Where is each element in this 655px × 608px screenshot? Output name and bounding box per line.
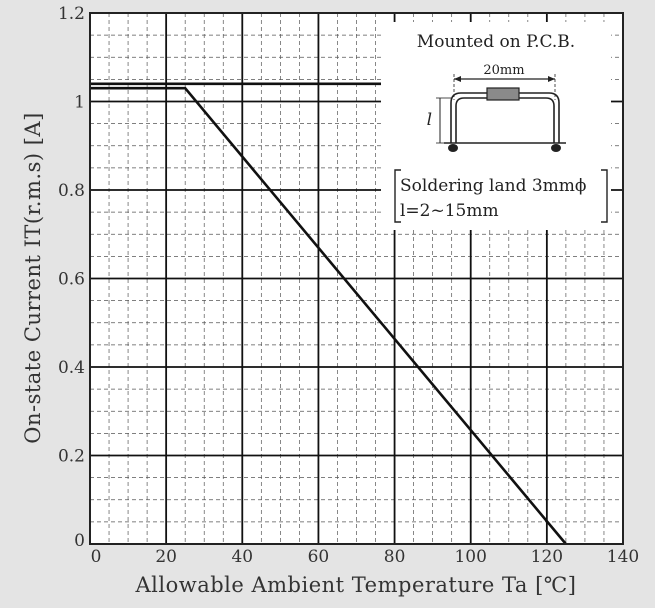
bracket-right xyxy=(601,169,608,223)
dimension-label: 20mm xyxy=(483,63,524,78)
y-tick-label: 0.6 xyxy=(58,270,85,290)
y-tick-label: 0.8 xyxy=(58,181,85,201)
component-illustration xyxy=(436,74,566,144)
x-tick-label: 20 xyxy=(155,547,177,567)
x-tick-label: 40 xyxy=(231,547,253,567)
inset-annotation: Mounted on P.C.B. 20mm l Soldering land … xyxy=(381,22,611,230)
inset-box xyxy=(381,22,611,230)
solder-land-left xyxy=(448,144,458,152)
length-symbol: l xyxy=(427,110,432,130)
inset-mounted-label: Mounted on P.C.B. xyxy=(417,32,575,52)
x-tick-label: 60 xyxy=(308,547,330,567)
y-tick-label: 1 xyxy=(74,93,85,113)
y-tick-label: 0.2 xyxy=(58,447,85,467)
x-tick-label: 100 xyxy=(454,547,486,567)
x-tick-label: 120 xyxy=(531,547,563,567)
y-tick-label: 1.2 xyxy=(58,4,85,24)
plot-border xyxy=(89,12,624,545)
soldering-line-1: Soldering land 3mmϕ xyxy=(400,176,587,196)
y-tick-label: 0 xyxy=(74,531,85,551)
x-axis-title: Allowable Ambient Temperature Ta [℃] xyxy=(134,573,576,597)
x-tick-label: 0 xyxy=(91,547,102,567)
y-axis-title: On-state Current IT(r.m.s) [A] xyxy=(21,112,45,444)
dimension-arrow-left xyxy=(454,76,461,82)
solder-land-right xyxy=(551,144,561,152)
component-body xyxy=(486,87,520,101)
tick-labels: 0 20 40 60 80 100 120 140 0 0.2 0.4 0.6 0.8 1 1.2 xyxy=(58,4,639,567)
x-tick-label: 140 xyxy=(607,547,639,567)
series-lines xyxy=(90,82,567,545)
x-tick-label: 80 xyxy=(384,547,406,567)
derating-curve xyxy=(90,86,567,545)
soldering-line-2: l=2~15mm xyxy=(400,201,499,221)
bracket-left xyxy=(394,169,401,223)
dimension-arrow-right xyxy=(548,76,555,82)
y-tick-label: 0.4 xyxy=(58,358,85,378)
